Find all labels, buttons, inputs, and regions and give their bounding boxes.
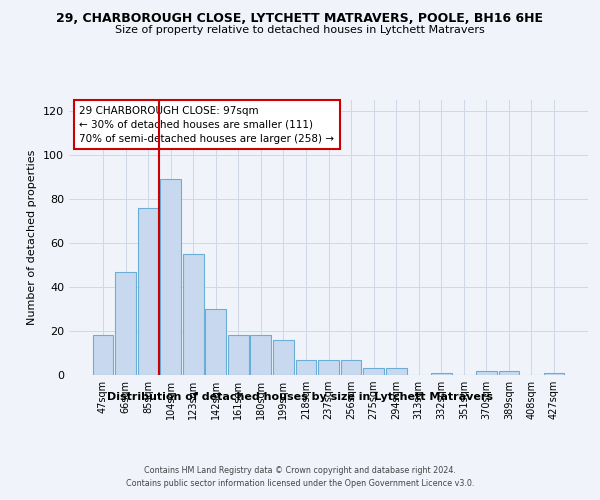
Bar [160,179,181,375]
Y-axis label: Number of detached properties: Number of detached properties [28,150,37,325]
Bar [544,373,565,375]
Bar [386,368,407,375]
Text: Distribution of detached houses by size in Lytchett Matravers: Distribution of detached houses by size … [107,392,493,402]
Bar [228,336,248,375]
Bar [273,340,294,375]
Bar [137,208,158,375]
Text: 29 CHARBOROUGH CLOSE: 97sqm
← 30% of detached houses are smaller (111)
70% of se: 29 CHARBOROUGH CLOSE: 97sqm ← 30% of det… [79,106,334,144]
Bar [183,254,203,375]
Bar [341,360,361,375]
Text: Contains HM Land Registry data © Crown copyright and database right 2024.
Contai: Contains HM Land Registry data © Crown c… [126,466,474,487]
Bar [250,336,271,375]
Bar [318,360,339,375]
Bar [205,309,226,375]
Bar [431,373,452,375]
Bar [92,336,113,375]
Bar [476,370,497,375]
Bar [296,360,316,375]
Text: 29, CHARBOROUGH CLOSE, LYTCHETT MATRAVERS, POOLE, BH16 6HE: 29, CHARBOROUGH CLOSE, LYTCHETT MATRAVER… [56,12,544,26]
Text: Size of property relative to detached houses in Lytchett Matravers: Size of property relative to detached ho… [115,25,485,35]
Bar [363,368,384,375]
Bar [115,272,136,375]
Bar [499,370,520,375]
